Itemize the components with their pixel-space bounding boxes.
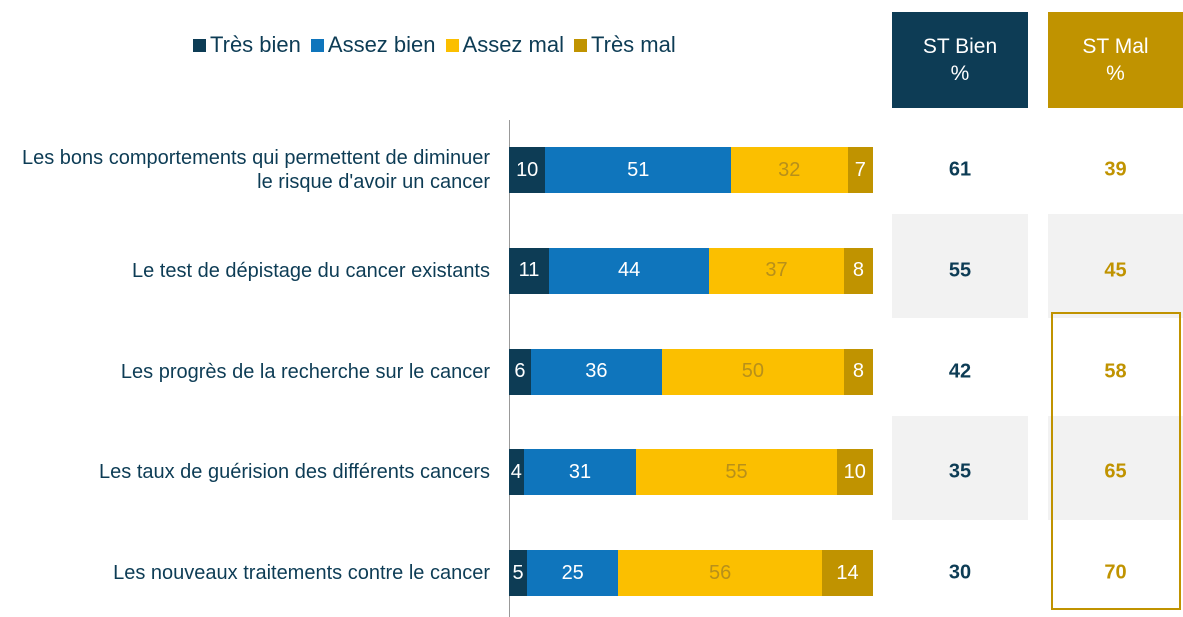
bar-segment: 5: [509, 550, 528, 597]
row-shade: [1048, 214, 1183, 318]
bar-segment: 56: [618, 550, 823, 597]
bar-segment: 36: [530, 348, 662, 395]
data-label: 50: [741, 360, 764, 383]
column-value: 58: [1104, 360, 1127, 383]
column-value: 30: [948, 561, 972, 584]
category-label: Les progrès de la recherche sur le cance…: [120, 360, 490, 383]
data-label: 10: [843, 460, 866, 483]
legend-label: Assez mal: [462, 32, 564, 57]
highlight-box: [1051, 312, 1181, 610]
column-header-line: %: [950, 62, 970, 85]
bar-segment: 25: [527, 550, 619, 597]
data-label: 56: [708, 561, 732, 584]
column-header-line: ST Bien: [922, 35, 998, 58]
column-header: ST Bien%: [892, 12, 1028, 108]
data-label: 11: [518, 259, 540, 282]
bar-segment: 51: [545, 147, 732, 193]
bar-segment: 37: [709, 247, 844, 294]
legend-label: Assez bien: [327, 32, 436, 57]
data-label: 36: [585, 360, 608, 383]
column-value: 42: [948, 360, 972, 383]
legend-item: Assez bien: [310, 32, 436, 58]
bar-segment: 31: [523, 449, 637, 496]
bar-segment: 8: [843, 348, 873, 395]
legend-swatch: [193, 38, 206, 52]
data-label: 55: [725, 460, 748, 483]
bar-segment: 8: [843, 247, 873, 294]
data-label: 8: [852, 259, 864, 282]
bar-segment: 32: [731, 147, 848, 193]
data-label: 6: [514, 360, 526, 383]
legend-swatch: [574, 38, 587, 52]
category-label: Les bons comportements qui permettent de…: [21, 147, 490, 193]
data-label: 51: [627, 158, 650, 181]
data-label: 14: [836, 561, 859, 584]
bar-segment: 55: [636, 449, 837, 496]
column-value: 45: [1104, 259, 1127, 282]
bar-segment: 11: [509, 247, 550, 294]
column-value: 35: [948, 460, 972, 483]
column-header-line: ST Mal: [1082, 35, 1149, 58]
legend-label: Très mal: [591, 32, 676, 57]
bar-segment: 4: [509, 449, 524, 496]
row-shade: [892, 416, 1028, 520]
category-label: Les taux de guérision des différents can…: [99, 461, 490, 484]
data-label: 44: [617, 259, 641, 282]
bar-segment: 14: [822, 550, 873, 597]
data-label: 10: [516, 158, 539, 181]
column-header: ST Mal%: [1048, 12, 1183, 108]
bar-segment: 6: [509, 348, 531, 395]
data-label: 31: [568, 460, 592, 483]
legend-swatch: [310, 38, 324, 52]
bar-segment: 7: [847, 147, 873, 193]
column-value: 39: [1104, 158, 1127, 181]
bar-segment: 10: [509, 147, 546, 193]
column-value: 70: [1104, 561, 1127, 584]
data-label: 32: [778, 158, 801, 181]
category-label: Le test de dépistage du cancer existants: [131, 259, 490, 282]
legend-label: Très bien: [210, 32, 301, 57]
column-value: 61: [948, 158, 972, 181]
bar-segment: 44: [549, 247, 710, 294]
legend-item: Très bien: [193, 32, 301, 58]
bar-segment: 10: [836, 449, 873, 496]
row-shade: [892, 214, 1028, 318]
data-label: 7: [854, 158, 866, 181]
legend-item: Très mal: [574, 32, 676, 58]
legend-item: Assez mal: [445, 32, 564, 58]
column-value: 55: [948, 259, 972, 282]
legend: Très bien Assez bien Assez mal Très mal: [193, 32, 686, 58]
category-label: Les nouveaux traitements contre le cance…: [113, 562, 490, 585]
data-label: 4: [510, 460, 522, 483]
data-label: 8: [852, 360, 864, 383]
bar-segment: 50: [661, 348, 844, 395]
column-value: 65: [1104, 460, 1127, 483]
data-label: 37: [765, 259, 788, 282]
legend-swatch: [445, 38, 459, 52]
row-shade: [1048, 416, 1183, 520]
column-header-line: %: [1106, 62, 1125, 85]
data-label: 25: [561, 561, 584, 584]
data-label: 5: [512, 561, 524, 584]
